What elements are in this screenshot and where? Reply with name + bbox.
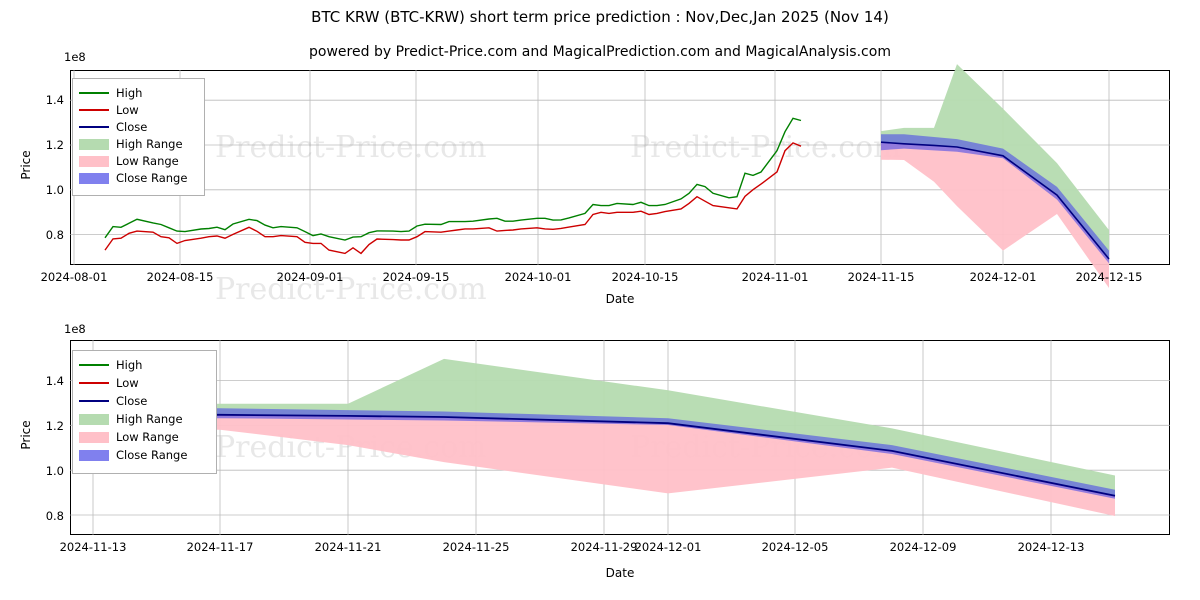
ytick-bottom-1: 1.0	[45, 464, 64, 478]
ytick-bottom-3: 1.4	[45, 374, 64, 388]
xaxis-label-bottom: Date	[605, 566, 635, 580]
xtick-top-8: 2024-12-01	[969, 270, 1037, 284]
xtick-top-1: 2024-08-15	[146, 270, 214, 284]
page-title: BTC KRW (BTC-KRW) short term price predi…	[311, 8, 889, 26]
legend-label-low-2: Low	[116, 376, 139, 390]
legend-label-low-range: Low Range	[116, 153, 179, 168]
xtick-bottom-1: 2024-11-17	[186, 540, 254, 554]
yaxis-offset-bottom: 1e8	[64, 322, 86, 336]
xaxis-label-top: Date	[605, 292, 635, 306]
legend-label-high-2: High	[116, 358, 143, 372]
legend-label-close: Close	[116, 119, 148, 134]
ytick-top-3: 1.4	[45, 93, 64, 107]
xtick-bottom-5: 2024-12-01	[634, 540, 702, 554]
xtick-top-9: 2024-12-15	[1075, 270, 1143, 284]
xtick-bottom-7: 2024-12-09	[889, 540, 957, 554]
band-low-range-bottom	[93, 413, 1115, 516]
legend-label-low-range-2: Low Range	[116, 430, 179, 444]
legend-key-close-range-icon-2	[79, 449, 109, 461]
legend-key-low-range-icon	[79, 155, 109, 167]
series-line-low-top	[104, 142, 802, 255]
legend-item-high-range[interactable]: High Range	[79, 135, 196, 152]
legend-item-close-range-2[interactable]: Close Range	[79, 446, 208, 464]
page-subtitle: powered by Predict-Price.com and Magical…	[309, 44, 891, 60]
legend-item-low[interactable]: Low	[79, 101, 196, 118]
series-line-high-top	[104, 117, 802, 241]
legend-item-high-range-2[interactable]: High Range	[79, 410, 208, 428]
legend-label-low: Low	[116, 102, 139, 117]
xtick-top-6: 2024-11-01	[741, 270, 809, 284]
xtick-bottom-3: 2024-11-25	[442, 540, 510, 554]
xtick-bottom-6: 2024-12-05	[761, 540, 829, 554]
legend-label-high: High	[116, 85, 143, 100]
series-line-close-top	[880, 141, 1110, 260]
legend-item-close-range[interactable]: Close Range	[79, 169, 196, 186]
xtick-top-7: 2024-11-15	[847, 270, 915, 284]
legend-key-close-range-icon	[79, 172, 109, 184]
legend-label-close-range: Close Range	[116, 170, 188, 185]
legend-label-high-range: High Range	[116, 136, 183, 151]
xtick-bottom-2: 2024-11-21	[314, 540, 382, 554]
xtick-bottom-4: 2024-11-29	[570, 540, 638, 554]
legend-item-close-2[interactable]: Close	[79, 392, 208, 410]
legend-item-high-2[interactable]: High	[79, 356, 208, 374]
plot-area-bottom	[70, 340, 1170, 535]
legend-label-high-range-2: High Range	[116, 412, 183, 426]
legend-key-low-icon-2	[79, 377, 109, 389]
legend-item-low-range[interactable]: Low Range	[79, 152, 196, 169]
legend-top[interactable]: High Low Close High Range Low Range Clos…	[72, 78, 205, 196]
ytick-top-1: 1.0	[45, 183, 64, 197]
legend-key-close-icon-2	[79, 395, 109, 407]
ytick-bottom-0: 0.8	[45, 509, 64, 523]
ytick-top-2: 1.2	[45, 138, 64, 152]
band-high-range-top	[881, 64, 1109, 259]
legend-bottom[interactable]: High Low Close High Range Low Range Clos…	[72, 350, 217, 474]
xtick-top-0: 2024-08-01	[40, 270, 108, 284]
legend-item-low-2[interactable]: Low	[79, 374, 208, 392]
xtick-bottom-0: 2024-11-13	[59, 540, 127, 554]
xtick-top-3: 2024-09-15	[382, 270, 450, 284]
legend-key-high-icon	[79, 87, 109, 99]
xtick-top-5: 2024-10-15	[611, 270, 679, 284]
legend-label-close-2: Close	[116, 394, 148, 408]
legend-key-close-icon	[79, 121, 109, 133]
xtick-top-4: 2024-10-01	[504, 270, 572, 284]
ytick-top-0: 0.8	[45, 228, 64, 242]
yaxis-offset-top: 1e8	[64, 50, 86, 64]
legend-item-close[interactable]: Close	[79, 118, 196, 135]
yaxis-label-bottom: Price	[19, 420, 33, 450]
plot-area-top	[70, 70, 1170, 265]
legend-key-low-icon	[79, 104, 109, 116]
band-high-range-bottom	[93, 358, 1115, 496]
legend-item-high[interactable]: High	[79, 84, 196, 101]
legend-key-high-range-icon	[79, 138, 109, 150]
legend-key-high-icon-2	[79, 359, 109, 371]
legend-label-close-range-2: Close Range	[116, 448, 188, 462]
legend-key-low-range-icon-2	[79, 431, 109, 443]
legend-item-low-range-2[interactable]: Low Range	[79, 428, 208, 446]
band-close-range-top	[881, 134, 1109, 264]
ytick-bottom-2: 1.2	[45, 419, 64, 433]
xtick-bottom-8: 2024-12-13	[1017, 540, 1085, 554]
xtick-top-2: 2024-09-01	[276, 270, 344, 284]
band-low-range-top	[881, 142, 1109, 288]
legend-key-high-range-icon-2	[79, 413, 109, 425]
